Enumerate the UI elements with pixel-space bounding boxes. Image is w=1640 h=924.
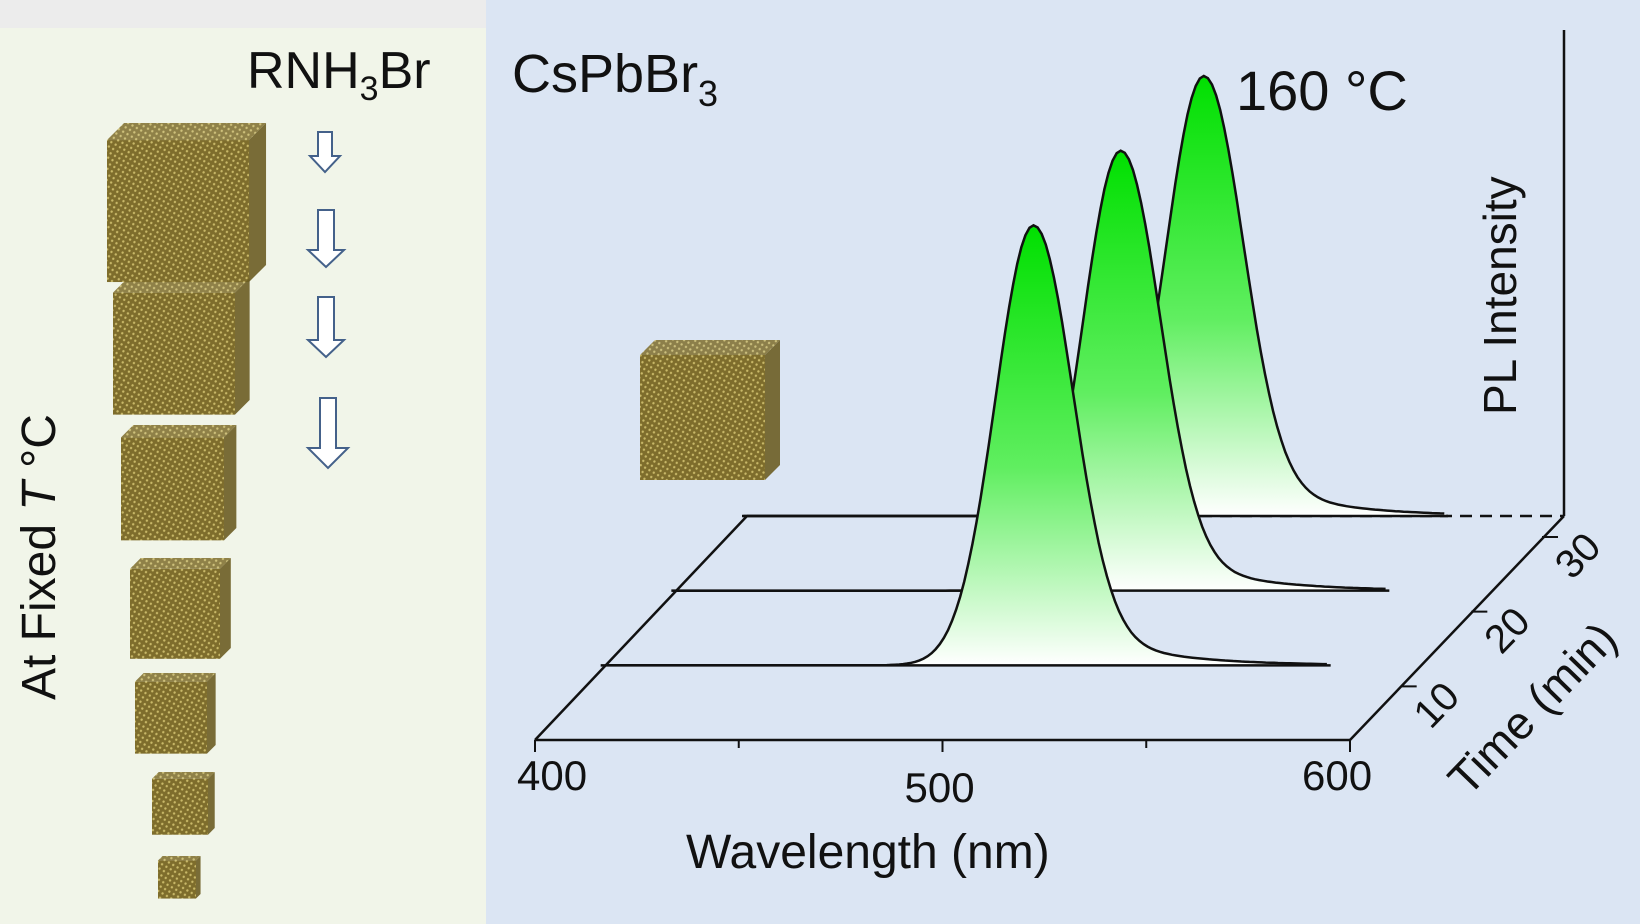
down-arrow-icon — [305, 209, 347, 269]
temperature-label: 160 °C — [1236, 59, 1408, 122]
compound-label: CsPbBr3 — [512, 44, 718, 114]
y-axis-label: PL Intensity — [1474, 176, 1526, 415]
spectra — [600, 74, 1448, 667]
nanocrystal-cube — [135, 673, 216, 754]
reagent-arrows — [305, 131, 351, 470]
spectrum-series — [600, 223, 1331, 667]
nanocrystal-cube — [158, 856, 201, 899]
spectrum-line — [605, 223, 1327, 667]
down-arrow-icon — [305, 397, 351, 470]
x-tick-label: 400 — [517, 752, 587, 799]
nanocrystal-cubes — [107, 123, 267, 899]
z-tick-label: 30 — [1547, 525, 1610, 588]
nanocrystal-cube — [152, 772, 215, 835]
nanocrystal-cube — [640, 340, 780, 480]
down-arrow-icon — [305, 296, 347, 359]
z-tick-label: 20 — [1476, 599, 1539, 662]
down-arrow-icon — [307, 131, 343, 174]
nanocrystal-cube — [130, 558, 231, 659]
reagent-label: RNH3Br — [247, 42, 431, 108]
x-axis-label: Wavelength (nm) — [686, 826, 1050, 879]
nanocrystal-cube — [107, 123, 267, 283]
z-tick-label: 10 — [1405, 674, 1468, 737]
time-axis-left-edge — [534, 515, 748, 741]
fixed-temperature-label: At Fixed T °C — [13, 414, 66, 700]
z-axis-label: Time (min) — [1438, 612, 1627, 805]
time-axis — [1349, 515, 1565, 741]
nanocrystal-cube — [640, 340, 780, 480]
wavelength-ticks: 400 500 600 — [517, 740, 1372, 811]
nanocrystal-cube — [121, 425, 237, 541]
x-tick-label: 600 — [1302, 752, 1372, 799]
nanocrystal-cube — [113, 278, 250, 415]
x-tick-label: 500 — [905, 764, 975, 811]
